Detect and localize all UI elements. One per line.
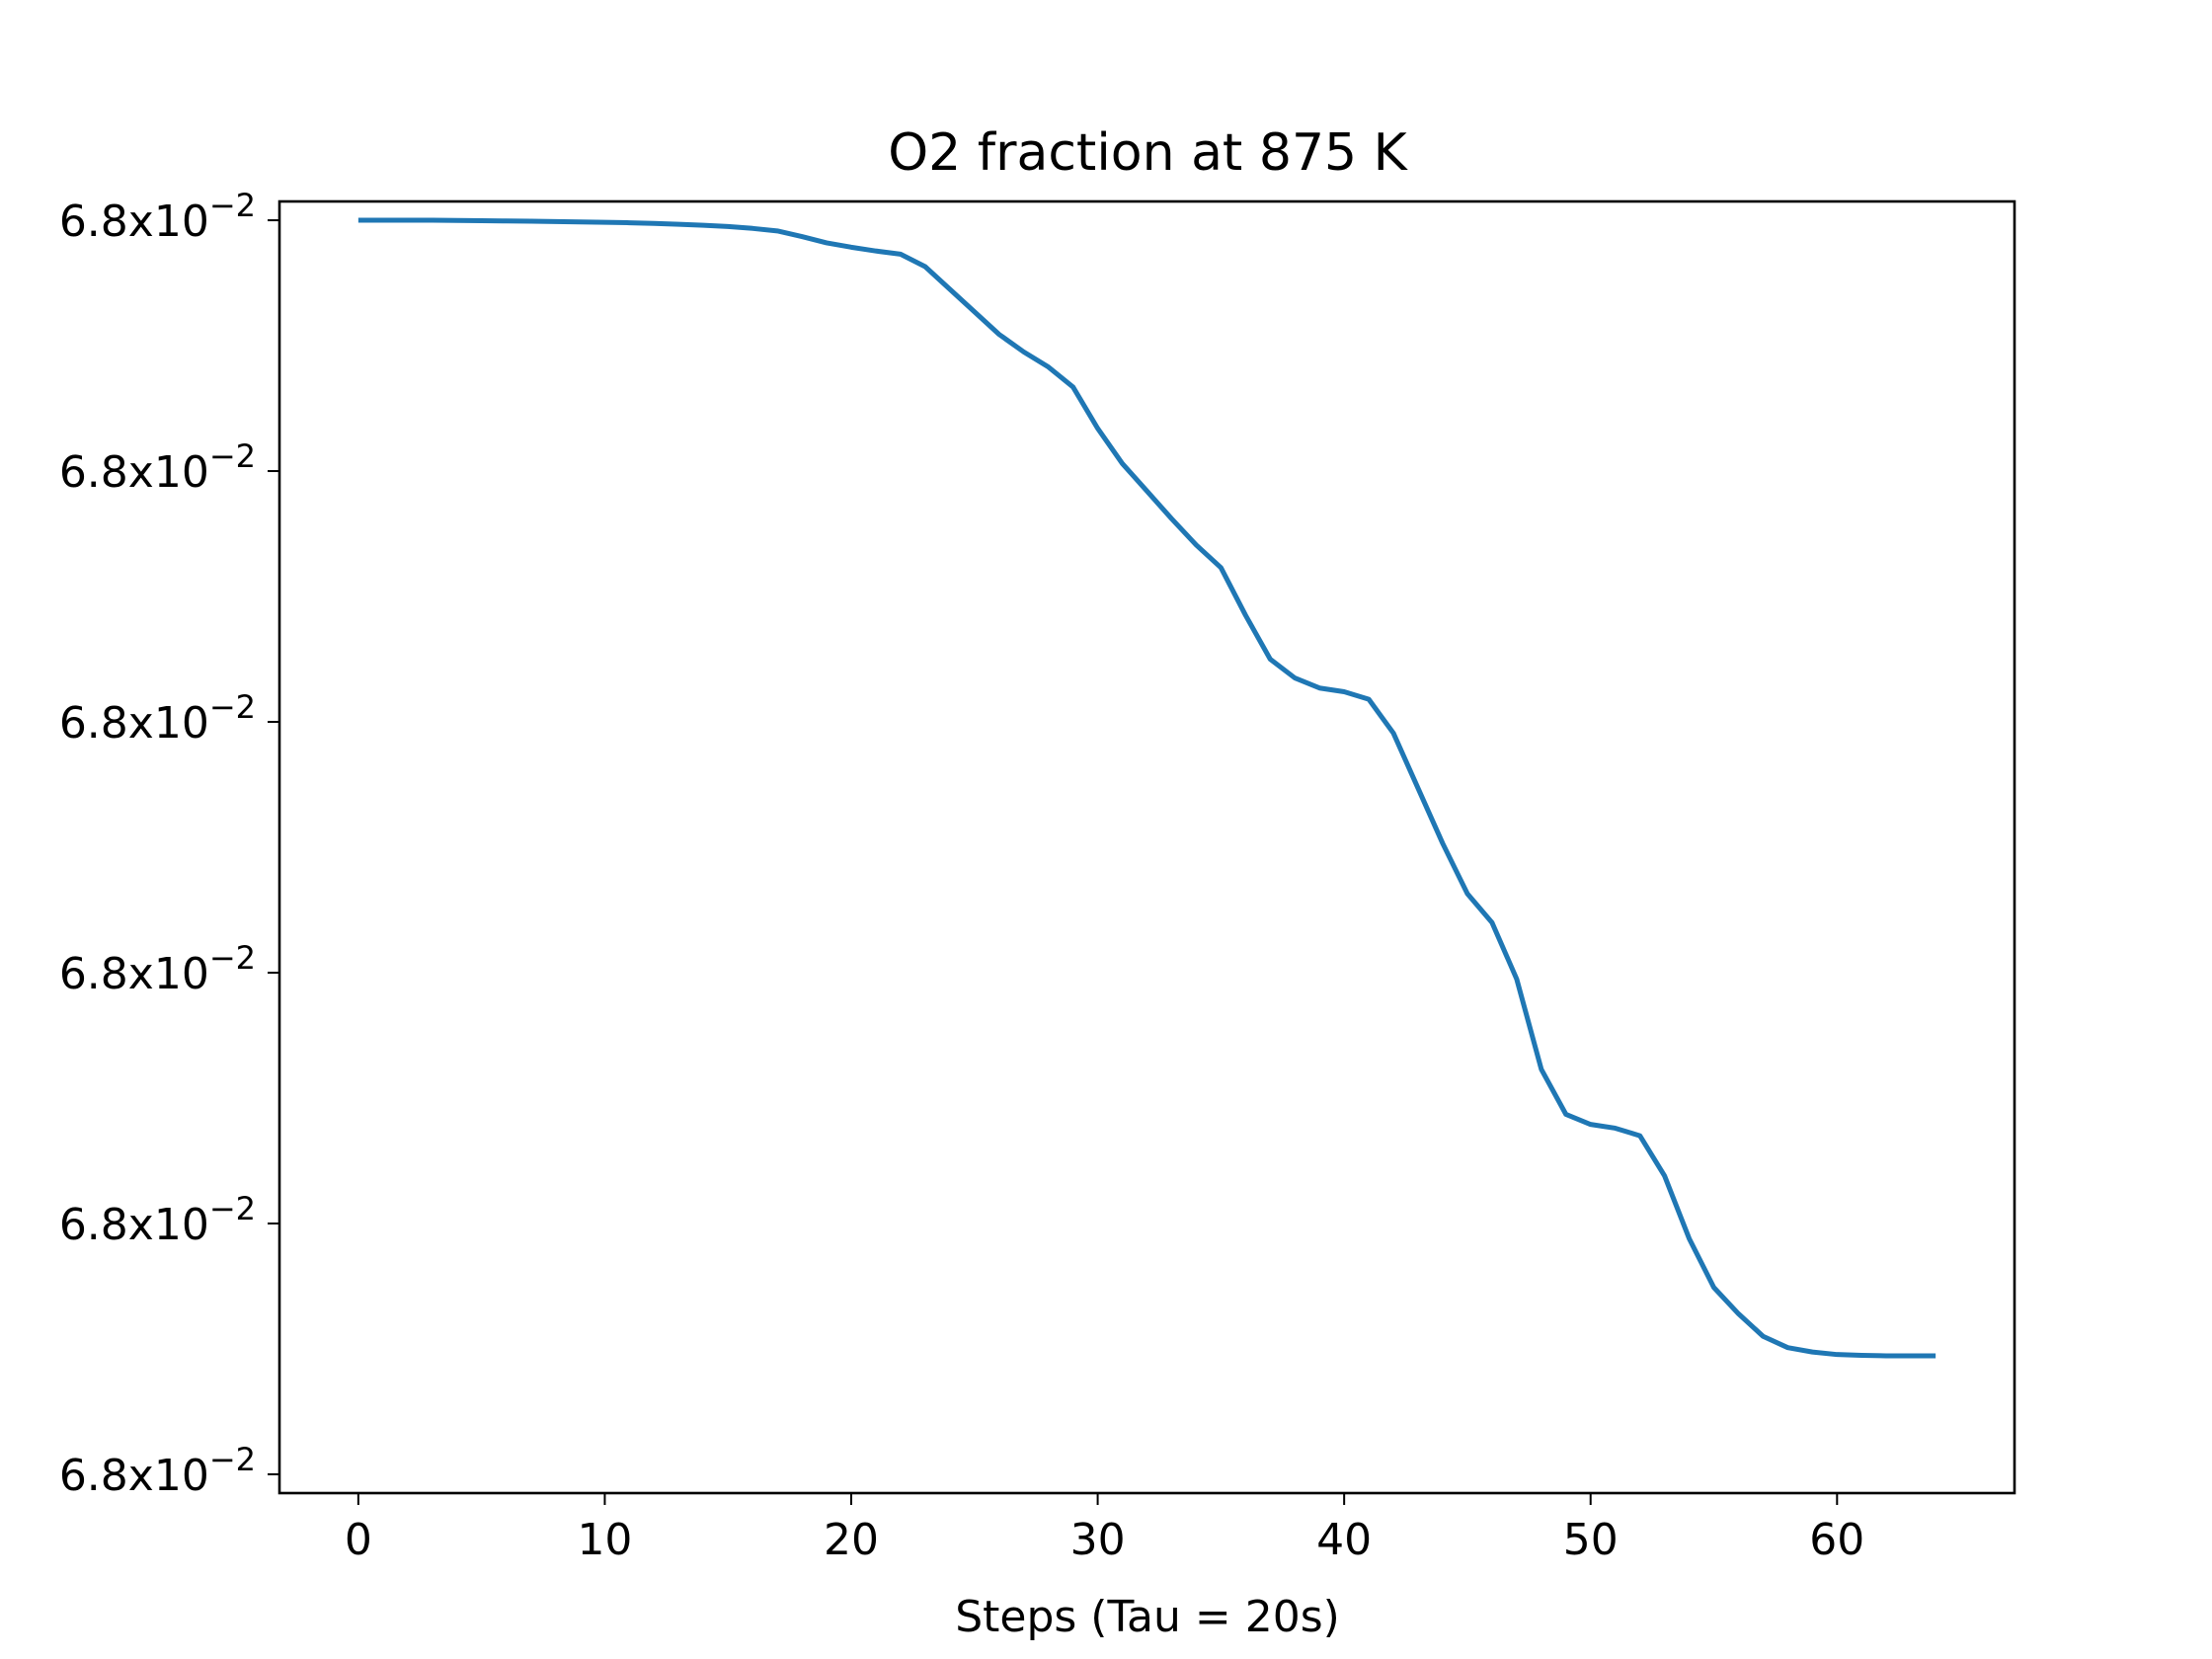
x-tick-label: 30 (1070, 1515, 1126, 1565)
y-tick-label: 6.8x10−2 (59, 688, 256, 749)
x-tick-label: 20 (824, 1515, 879, 1565)
series-line-0 (357, 217, 1936, 1359)
x-tick-label: 0 (345, 1515, 372, 1565)
x-tick-label: 40 (1316, 1515, 1372, 1565)
y-tick-label: 6.8x10−2 (59, 437, 256, 498)
y-tick-label: 6.8x10−2 (59, 187, 256, 247)
x-axis-label: Steps (Tau = 20s) (955, 1592, 1340, 1642)
y-tick-label: 6.8x10−2 (59, 1441, 256, 1501)
x-tick-label: 10 (577, 1515, 632, 1565)
plot-frame (277, 199, 2016, 1495)
x-tick-label: 50 (1563, 1515, 1619, 1565)
chart-title: O2 fraction at 875 K (888, 123, 1408, 183)
x-axis: 0 10 20 30 40 50 60 (345, 1493, 1864, 1565)
y-tick-label: 6.8x10−2 (59, 1190, 256, 1250)
x-tick-label: 60 (1809, 1515, 1864, 1565)
plot-area (277, 199, 2016, 1495)
y-axis: 6.8x10−2 6.8x10−2 6.8x10−2 6.8x10−2 6.8x10−2… (59, 187, 279, 1501)
y-tick-label: 6.8x10−2 (59, 939, 256, 999)
